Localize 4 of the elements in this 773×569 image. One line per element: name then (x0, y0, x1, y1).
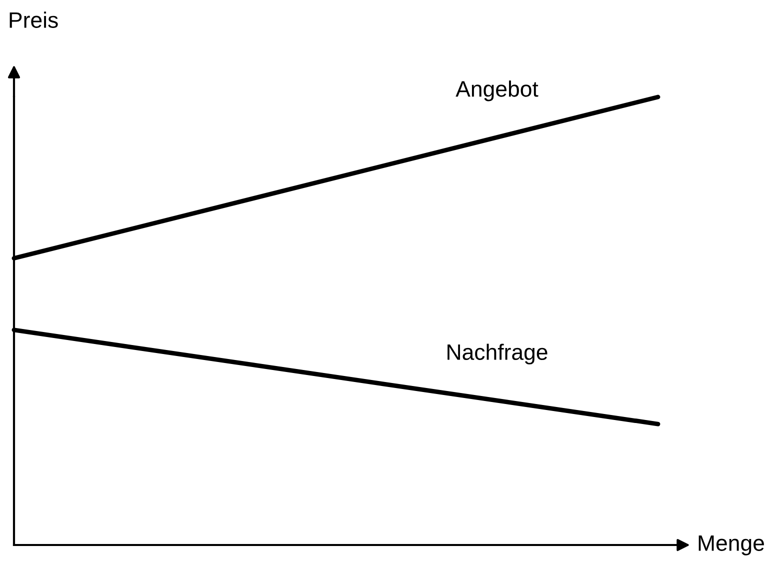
x-axis-title: Menge (698, 535, 764, 556)
y-axis-title: Preis (10, 12, 58, 28)
series-label: Nachfrage (448, 344, 548, 364)
series-label: Angebot (456, 80, 538, 102)
